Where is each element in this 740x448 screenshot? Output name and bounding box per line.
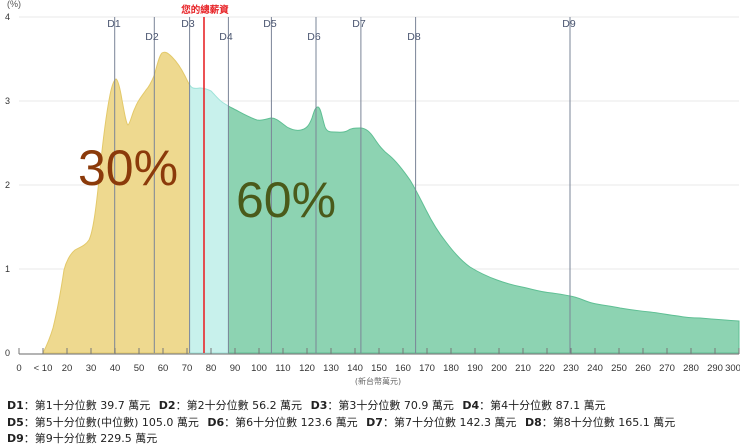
legend-row-2: D5：第5十分位數(中位數) 105.0 萬元 D6：第6十分位數 123.6 … (7, 415, 737, 432)
y-tick-0: 0 (5, 348, 10, 358)
legend-entry-d5: D5：第5十分位數(中位數) 105.0 萬元 (7, 415, 199, 429)
legend-row-1: D1：第1十分位數 39.7 萬元 D2：第2十分位數 56.2 萬元 D3：第… (7, 398, 737, 415)
legend-entry-d9: D9：第9十分位數 229.5 萬元 (7, 432, 158, 445)
x-tick-label: 150 (371, 363, 387, 374)
area-middle (189, 82, 228, 354)
x-tick-label: 30 (86, 363, 97, 374)
x-tick-label: 110 (275, 363, 290, 374)
y-tick-4: 4 (5, 12, 10, 22)
x-tick-label: 240 (587, 363, 603, 374)
decile-label-d8: D8 (407, 31, 421, 43)
x-tick-label: 300 (725, 363, 740, 374)
decile-label-d5: D5 (263, 18, 277, 30)
y-tick-3: 3 (5, 96, 10, 106)
legend-entry-d6: D6：第6十分位數 123.6 萬元 (207, 415, 358, 429)
legend-row-3: D9：第9十分位數 229.5 萬元 (7, 431, 737, 448)
area-top-60pct (228, 105, 740, 354)
x-tick-label: 130 (323, 363, 339, 374)
decile-label-d9: D9 (562, 18, 576, 30)
x-tick-label: 270 (659, 363, 675, 374)
legend-entry-d1: D1：第1十分位數 39.7 萬元 (7, 399, 151, 412)
decile-labels: D1 D2 D3 D4 D5 D6 D7 D8 D9 (107, 18, 576, 43)
x-tick-label: 100 (251, 363, 267, 374)
x-tick-label: 190 (467, 363, 483, 374)
decile-label-d4: D4 (219, 31, 233, 43)
y-tick-2: 2 (5, 180, 10, 190)
decile-label-d7: D7 (352, 18, 366, 30)
pct-annotation-60: 60% (236, 172, 336, 228)
legend-entry-d2: D2：第2十分位數 56.2 萬元 (158, 399, 303, 412)
x-tick-label: 120 (299, 363, 315, 374)
x-tick-label: 90 (230, 363, 241, 374)
x-tick-label: 40 (110, 363, 121, 374)
x-tick-label: 60 (158, 363, 169, 374)
x-tick-label: 290 (707, 363, 723, 374)
legend-entry-d3: D3：第3十分位數 70.9 萬元 (310, 399, 454, 412)
pct-annotation-30: 30% (78, 140, 178, 196)
x-tick-label: 180 (443, 363, 459, 374)
x-tick-label: 220 (539, 363, 555, 374)
x-tick-label: 280 (683, 363, 699, 374)
x-tick-label: 160 (395, 363, 411, 374)
decile-label-d2: D2 (145, 31, 159, 43)
decile-lines (114, 17, 571, 353)
x-tick-label: 170 (419, 363, 435, 374)
decile-label-d1: D1 (107, 18, 121, 30)
x-tick-label: 200 (491, 363, 507, 374)
decile-label-d6: D6 (307, 31, 321, 43)
legend-entry-d8: D8：第8十分位數 165.1 萬元 (524, 415, 676, 429)
y-axis-unit: (%) (7, 0, 21, 9)
y-axis: (%) 4 3 2 1 0 (5, 0, 21, 358)
x-tick-label: 70 (182, 363, 193, 374)
x-axis: 0 < 10 20 30 40 50 60 70 80 90 100 110 120 130 140 150 1… (16, 348, 740, 386)
distribution-area (42, 51, 740, 354)
legend-entry-d4: D4：第4十分位數 87.1 萬元 (462, 399, 606, 412)
area-bottom-30pct (42, 51, 189, 354)
x-tick-label: 20 (62, 363, 73, 374)
your-salary-marker-label: 您的總薪資 (181, 4, 229, 16)
x-tick-label: 260 (635, 363, 651, 374)
legend-entry-d7: D7：第7十分位數 142.3 萬元 (366, 415, 517, 429)
decile-label-d3: D3 (181, 18, 195, 30)
x-tick-label: < 10 (34, 363, 53, 374)
x-tick-label: 50 (134, 363, 145, 374)
x-tick-label: 250 (611, 363, 627, 374)
x-tick-label: 140 (347, 363, 363, 374)
x-tick-label: 0 (16, 363, 21, 374)
decile-legend: D1：第1十分位數 39.7 萬元 D2：第2十分位數 56.2 萬元 D3：第… (7, 398, 737, 448)
x-tick-label: 230 (563, 363, 579, 374)
x-tick-label: 80 (206, 363, 217, 374)
x-axis-unit: (新台幣萬元) (355, 376, 401, 386)
salary-distribution-chart: D1 D2 D3 D4 D5 D6 D7 D8 D9 您的總薪資 30% 60%… (5, 0, 740, 386)
x-tick-label: 210 (515, 363, 531, 374)
y-tick-1: 1 (5, 264, 10, 274)
